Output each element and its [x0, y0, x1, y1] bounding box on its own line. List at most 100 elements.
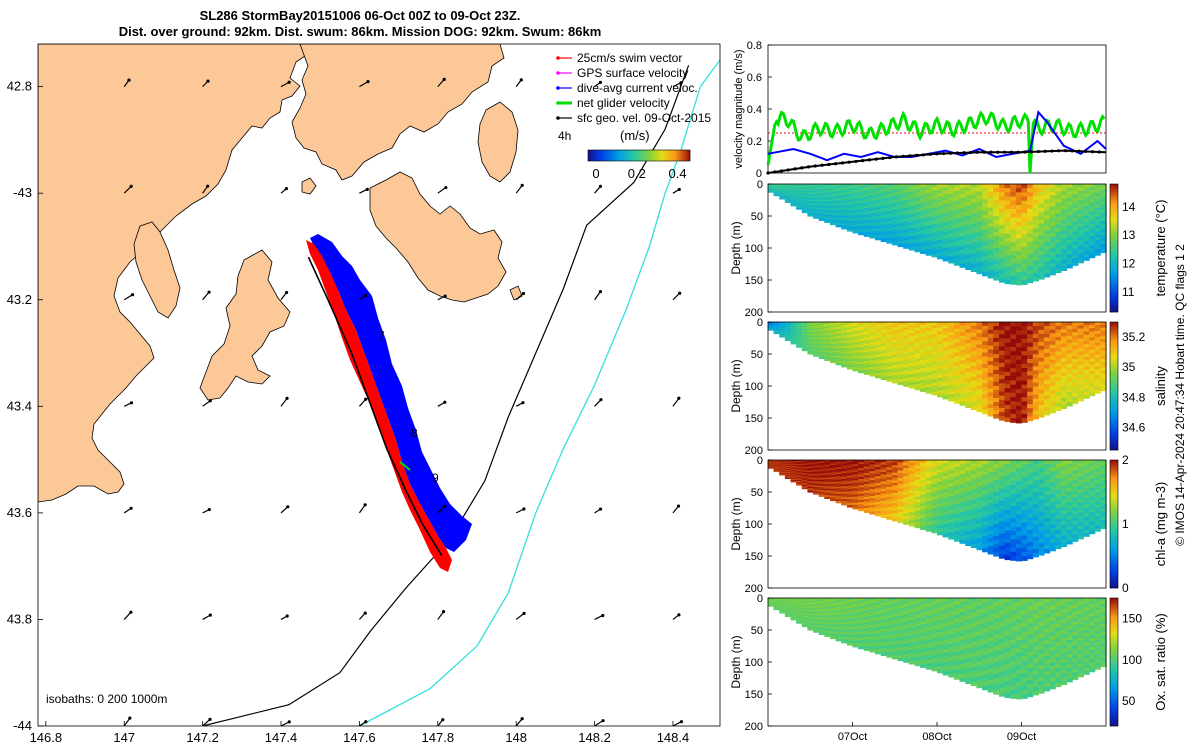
colorbar-cell [672, 150, 674, 161]
section-cell [813, 462, 820, 465]
legend-entry-label: sfc geo. vel. 09-Oct-2015 [577, 111, 711, 125]
colorbar-cell [666, 150, 668, 161]
velocity-series-marker [840, 161, 844, 165]
section-cell [897, 363, 904, 367]
section-cell [1015, 217, 1023, 223]
section-cell [959, 211, 966, 216]
section-cell [1089, 254, 1096, 259]
section-cell [1044, 211, 1051, 216]
section-cell [784, 466, 792, 468]
section-cell [999, 383, 1006, 388]
section-cell [993, 508, 1000, 513]
section-cell [982, 352, 989, 357]
section-cell [914, 206, 921, 210]
section-cell [993, 460, 1000, 465]
section-cell [835, 470, 842, 474]
map-x-tick-label: 147.6 [343, 730, 376, 745]
section-cell [982, 249, 989, 254]
section-cell [880, 515, 887, 518]
section-cell [835, 468, 842, 472]
section-cell [937, 346, 944, 351]
colorbar-cell [609, 150, 611, 161]
section-cell [1049, 471, 1056, 476]
section-cell [987, 274, 994, 279]
section-cell [1077, 469, 1084, 474]
section-cell [790, 323, 797, 326]
section-cell [835, 323, 842, 327]
section-cell [948, 381, 955, 386]
section-colorbar-cell [1110, 415, 1118, 417]
section-cell [891, 211, 899, 215]
section-cell [1027, 216, 1034, 222]
section-cell [835, 472, 842, 475]
section-cell [1021, 259, 1028, 264]
section-cell [830, 350, 837, 353]
section-cell [1072, 383, 1079, 387]
section-cell [931, 229, 938, 234]
section-cell [953, 517, 961, 522]
section-cell [841, 195, 848, 198]
section-cell [858, 472, 865, 476]
section-cell [982, 191, 989, 196]
section-cell [1038, 322, 1045, 327]
section-cell [1066, 336, 1073, 341]
section-cell [1027, 367, 1034, 372]
section-colorbar-cell [1110, 222, 1118, 224]
section-cell [931, 193, 938, 197]
section-cell [1004, 464, 1011, 469]
section-cell [965, 516, 972, 522]
section-cell [807, 202, 814, 205]
colorbar-cell [614, 150, 616, 161]
section-colorbar-cell [1110, 267, 1118, 269]
section-cell [897, 374, 904, 378]
section-cell [1072, 386, 1079, 391]
section-cell [801, 207, 808, 210]
section-cell [858, 493, 865, 497]
section-cell [1015, 476, 1023, 482]
section-cell [1010, 250, 1017, 256]
section-cell [999, 505, 1006, 510]
section-cell [790, 462, 797, 465]
section-cell [942, 524, 949, 528]
section-cell [875, 492, 882, 496]
section-cell [987, 211, 994, 216]
section-cell [1027, 278, 1034, 284]
section-cell [914, 507, 921, 512]
section-cell [982, 547, 989, 553]
section-colorbar-cell [1110, 251, 1118, 253]
colorbar-cell [608, 150, 610, 161]
section-cell [937, 356, 944, 360]
section-cell [982, 521, 989, 526]
section-cell [920, 506, 927, 510]
section-cell [835, 185, 842, 189]
section-cell [1077, 184, 1084, 188]
section-cell [953, 244, 961, 249]
section-cell [1066, 526, 1073, 531]
section-cell [801, 463, 808, 466]
section-cell [830, 478, 837, 481]
section-cell [987, 510, 994, 516]
section-cell [903, 210, 910, 215]
section-cell [875, 370, 882, 374]
section-cell [1083, 360, 1090, 364]
section-cell [863, 359, 870, 362]
section-cell [790, 194, 797, 197]
section-cell [931, 244, 938, 249]
section-cell [875, 211, 882, 215]
section-cell [999, 521, 1006, 526]
section-cell [937, 371, 944, 376]
section-cell [824, 464, 831, 467]
section-cell [965, 460, 972, 465]
section-cell [801, 338, 808, 341]
section-cell [931, 196, 938, 200]
section-cell [880, 479, 887, 483]
section-cell [959, 387, 966, 392]
section-colorbar-cell [1110, 353, 1118, 355]
section-cell [880, 188, 887, 192]
section-cell [953, 365, 961, 370]
section-cell [1100, 189, 1107, 194]
section-cell [1072, 372, 1079, 377]
section-cell [875, 188, 882, 192]
section-cell [1055, 265, 1062, 270]
section-cell [1083, 517, 1090, 521]
